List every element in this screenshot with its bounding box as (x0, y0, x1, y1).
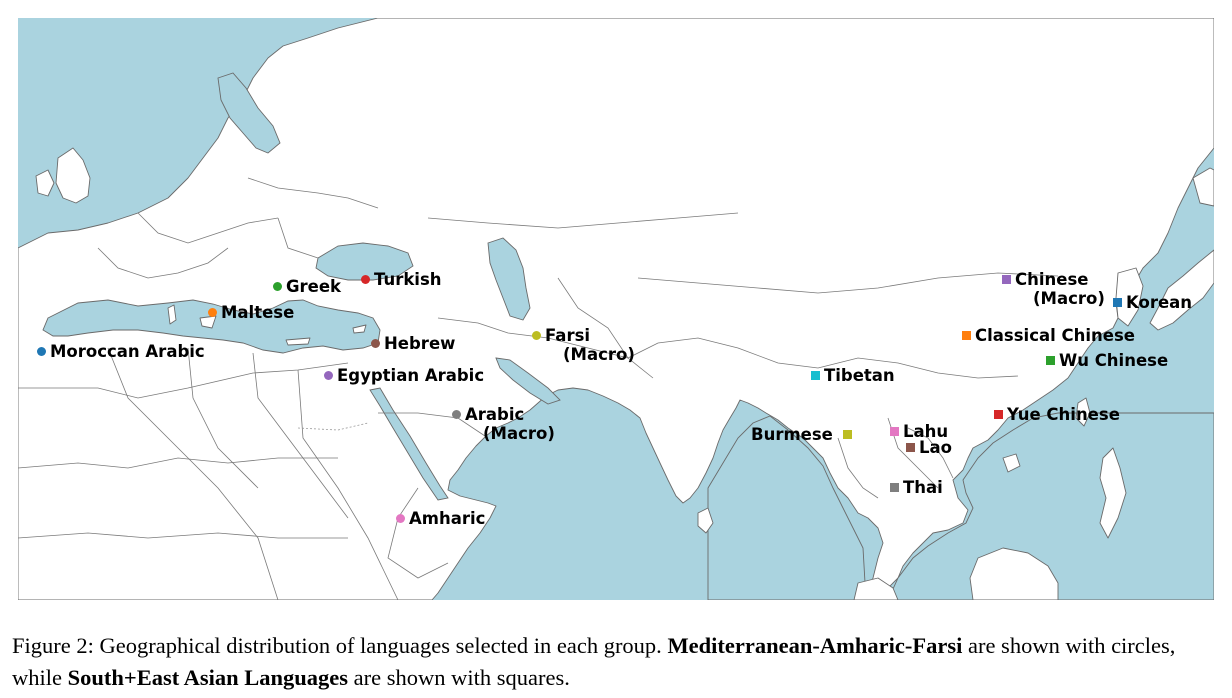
yue-chinese-label: Yue Chinese (1007, 405, 1120, 424)
figure-caption: Figure 2: Geographical distribution of l… (12, 630, 1222, 694)
wu-chinese-marker (1046, 356, 1055, 365)
lao-marker (906, 443, 915, 452)
caption-suffix: are shown with squares. (348, 665, 570, 690)
arabic-macro-marker (452, 410, 461, 419)
hebrew-label-text: Hebrew (384, 334, 456, 353)
island-crete (285, 337, 311, 346)
island-taiwan (1075, 397, 1091, 427)
moroccan-arabic-marker (37, 347, 46, 356)
lahu-label-text: Lahu (903, 422, 949, 441)
yue-chinese-label-text: Yue Chinese (1007, 405, 1120, 424)
egyptian-arabic-label-text: Egyptian Arabic (337, 366, 485, 385)
south-china-sea (887, 412, 1214, 600)
island-ireland (35, 169, 55, 197)
maltese-label-text: Maltese (221, 303, 295, 322)
greek-marker (273, 282, 282, 291)
burmese-label: Burmese (751, 425, 833, 444)
chinese-macro-label: Chinese (Macro) (1015, 270, 1105, 308)
map-panel (18, 18, 1214, 600)
hebrew-label: Hebrew (384, 334, 455, 353)
island-hainan (1002, 453, 1021, 473)
farsi-macro-label-subtext: (Macro) (563, 345, 635, 364)
amharic-label: Amharic (409, 509, 485, 528)
turkish-label-text: Turkish (374, 270, 442, 289)
lao-label: Lao (919, 438, 952, 457)
tibetan-marker (811, 371, 820, 380)
moroccan-arabic-label: Moroccan Arabic (50, 342, 205, 361)
thai-label-text: Thai (903, 478, 943, 497)
maltese-marker (208, 308, 217, 317)
maltese-label: Maltese (221, 303, 294, 322)
persian-gulf (495, 357, 561, 405)
lao-label-text: Lao (919, 438, 952, 457)
island-hokkaido (1192, 167, 1214, 207)
thai-label: Thai (903, 478, 943, 497)
wu-chinese-label-text: Wu Chinese (1059, 351, 1169, 370)
island-sri-lanka (697, 507, 714, 534)
landmass-eurasia-africa (18, 18, 1214, 600)
greek-label: Greek (286, 277, 341, 296)
wu-chinese-label: Wu Chinese (1059, 351, 1168, 370)
lahu-label: Lahu (903, 422, 948, 441)
chinese-macro-label-subtext: (Macro) (1033, 289, 1105, 308)
classical-chinese-marker (962, 331, 971, 340)
classical-chinese-label: Classical Chinese (975, 326, 1135, 345)
islands-philippines (1099, 447, 1127, 539)
tibetan-label: Tibetan (824, 366, 895, 385)
black-sea (315, 242, 414, 281)
korean-label: Korean (1126, 293, 1192, 312)
caspian-sea (487, 237, 531, 321)
country-borders (18, 177, 1059, 600)
lahu-marker (890, 427, 899, 436)
korean-label-text: Korean (1126, 293, 1193, 312)
island-great-britain (55, 147, 91, 204)
disputed-border (297, 422, 369, 431)
arabic-macro-label: Arabic (Macro) (465, 405, 555, 443)
amharic-marker (396, 514, 405, 523)
red-sea (369, 387, 449, 501)
farsi-macro-label: Farsi (Macro) (545, 326, 635, 364)
moroccan-arabic-label-text: Moroccan Arabic (50, 342, 205, 361)
island-sardinia (167, 304, 177, 325)
chinese-macro-label-text: Chinese (1015, 270, 1089, 289)
burmese-marker (843, 430, 852, 439)
arabic-macro-label-subtext: (Macro) (483, 424, 555, 443)
islands-japan (1149, 249, 1214, 331)
burmese-label-text: Burmese (751, 425, 833, 444)
hebrew-marker (371, 339, 380, 348)
farsi-macro-marker (532, 331, 541, 340)
egyptian-arabic-marker (324, 371, 333, 380)
map-basemap (18, 18, 1214, 600)
tibetan-label-text: Tibetan (824, 366, 895, 385)
turkish-label: Turkish (374, 270, 442, 289)
island-borneo (969, 547, 1059, 600)
chinese-macro-marker (1002, 275, 1011, 284)
baltic-sea (217, 72, 281, 154)
yue-chinese-marker (994, 410, 1003, 419)
thai-marker (890, 483, 899, 492)
arabic-macro-label-text: Arabic (465, 405, 525, 424)
caption-group1: Mediterranean-Amharic-Farsi (667, 633, 963, 658)
caption-prefix: Figure 2: Geographical distribution of l… (12, 633, 668, 658)
amharic-label-text: Amharic (409, 509, 486, 528)
farsi-macro-label-text: Farsi (545, 326, 591, 345)
caption-middle: are shown with circles, while (12, 633, 1176, 690)
island-sumatra (853, 577, 899, 600)
turkish-marker (361, 275, 370, 284)
greek-label-text: Greek (286, 277, 342, 296)
island-cyprus (352, 324, 367, 334)
classical-chinese-label-text: Classical Chinese (975, 326, 1135, 345)
caption-group2: South+East Asian Languages (67, 665, 349, 690)
egyptian-arabic-label: Egyptian Arabic (337, 366, 484, 385)
korean-marker (1113, 298, 1122, 307)
